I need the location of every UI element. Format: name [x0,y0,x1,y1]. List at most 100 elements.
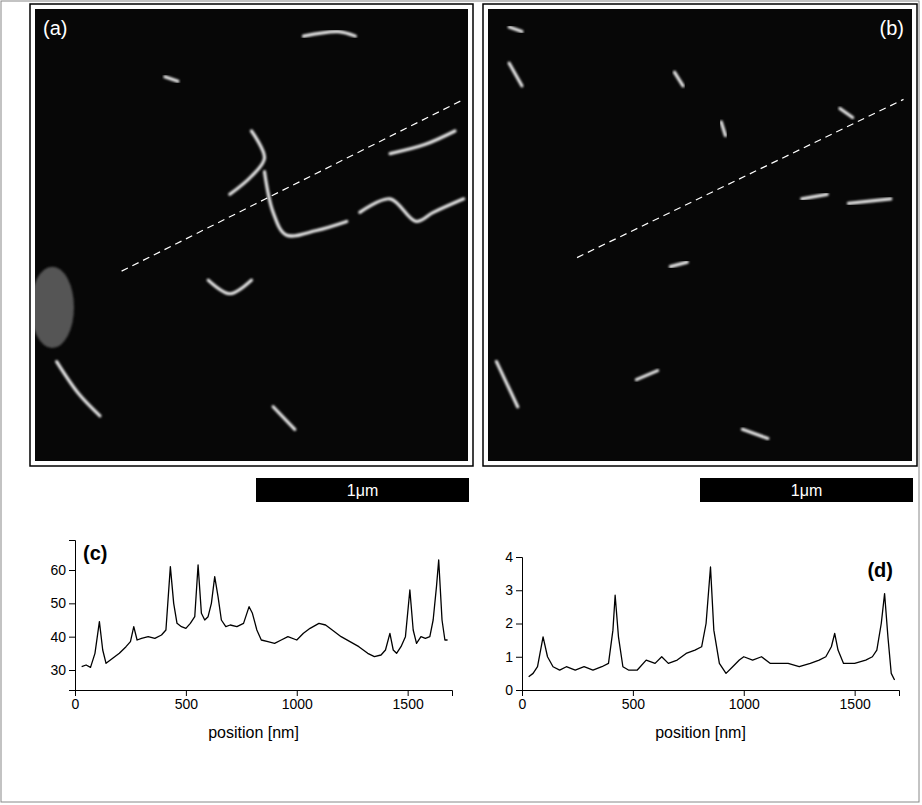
image-background [35,9,468,461]
y-tick-label: 3 [505,582,513,598]
x-tick-label: 1500 [393,696,424,712]
x-tick: 0 [519,690,527,712]
profile-curve [529,567,895,680]
image-border [30,4,473,466]
y-tick-mark [516,657,522,658]
y-tick-mark [69,637,75,638]
image-strand [742,429,767,438]
image-blob [35,267,74,348]
y-tick-mark [516,690,522,691]
image-strand [675,72,683,86]
x-tick-label: 500 [622,696,646,712]
image-strand [273,407,295,430]
y-tick-label: 4 [505,549,513,565]
image-strand [390,131,455,154]
x-tick: 0 [72,690,80,712]
y-tick-label: 0 [505,682,513,698]
x-tick-label: 500 [175,696,199,712]
x-tick: 500 [622,690,646,712]
x-tick-label: 0 [72,696,80,712]
x-tick: 1000 [729,690,760,712]
image-strand [530,256,543,259]
y-tick-mark [69,603,75,604]
image-area [488,9,912,461]
profile-curve [82,560,448,667]
x-tick-label: 1500 [840,696,871,712]
profile-line [122,99,464,271]
image-strand [802,194,827,199]
figure-canvas: (a)1μm(b)1μm05001000150030405060(c)posit… [0,0,922,805]
scale-bar-label: 1μm [347,482,378,499]
y-tick: 2 [505,615,522,631]
outer-frame [1,1,919,802]
x-axis: 0 500 1000 1500 [519,690,900,712]
plot-area [82,560,448,667]
y-axis: 30 40 50 60 [50,541,75,691]
y-tick-label: 60 [50,562,66,578]
y-tick: 40 [50,629,75,645]
x-tick-label: 0 [519,696,527,712]
y-axis-line [516,558,523,691]
image-panel: (b) 1μm [483,4,917,502]
y-axis-line [69,541,76,691]
y-tick: 1 [505,649,522,665]
chart: 0 500 1000 1500 0 1 2 3 4 (d) position [nm] [505,549,899,741]
image-strand [230,131,265,194]
y-tick-mark [69,570,75,571]
x-tick: 500 [175,690,199,712]
x-tick: 1000 [282,690,313,712]
image-panel: (a) 1μm [30,4,473,502]
image-strand [509,27,522,32]
y-tick-label: 40 [50,629,66,645]
image-strand [670,262,687,267]
y-tick: 3 [505,582,522,598]
y-tick: 4 [505,549,522,565]
image-strand [509,63,522,86]
panel-label: (c) [83,542,107,564]
image-strand [57,362,100,416]
image-strand [264,172,346,236]
y-tick: 0 [505,682,522,698]
y-tick: 50 [50,595,75,611]
image-border [483,4,917,466]
image-strand [165,77,178,82]
y-tick-label: 50 [50,595,66,611]
image-strand [496,362,517,407]
y-tick-label: 2 [505,615,513,631]
x-tick: 1500 [393,690,424,712]
x-tick-label: 1000 [282,696,313,712]
x-tick: 1500 [840,690,871,712]
chart: 0 500 1000 1500 30 40 50 60 (c) position [nm] [50,541,452,742]
image-strand [360,199,464,222]
y-tick-mark [516,557,522,558]
y-tick-mark [516,590,522,591]
y-tick: 60 [50,562,75,578]
image-strand [303,32,355,37]
image-strand [848,199,890,204]
y-tick-mark [516,624,522,625]
plot-area [529,567,895,680]
panel-label: (d) [867,559,893,581]
image-strand [721,122,725,136]
image-background [488,9,912,461]
image-strand [840,108,853,117]
profile-line [577,99,903,257]
y-tick-label: 30 [50,662,66,678]
panel-label: (b) [880,17,904,39]
image-strand [636,371,657,380]
image-strand [208,280,251,294]
panel-label: (a) [43,17,67,39]
y-axis: 0 1 2 3 4 [505,549,522,698]
image-area [35,9,468,461]
x-tick-label: 1000 [729,696,760,712]
scale-bar [700,478,913,502]
scale-bar-label: 1μm [791,482,822,499]
x-axis: 0 500 1000 1500 [72,690,453,712]
y-tick-mark [69,670,75,671]
x-axis-title: position [nm] [208,724,299,741]
figure: (a)1μm(b)1μm05001000150030405060(c)posit… [0,0,922,805]
x-axis-title: position [nm] [655,724,746,741]
y-tick-label: 1 [505,649,513,665]
y-tick: 30 [50,662,75,678]
scale-bar [256,478,469,502]
